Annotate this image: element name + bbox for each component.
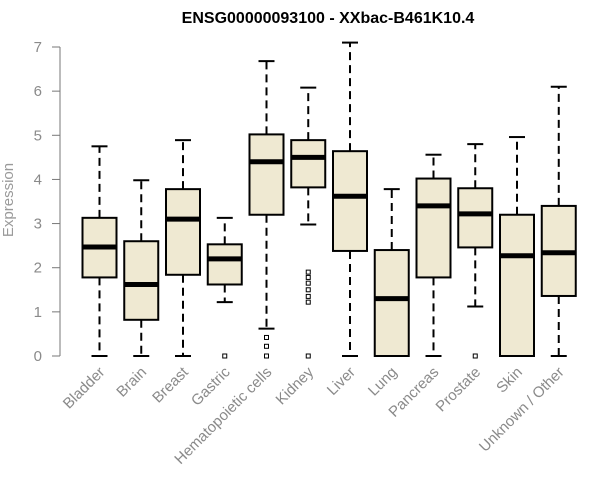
x-tick-label: Liver [324, 364, 359, 399]
y-axis-label: Expression [0, 163, 17, 237]
box-iqr [332, 150, 368, 252]
outlier-point [264, 334, 269, 340]
box-iqr [290, 139, 327, 189]
outlier-point [222, 353, 228, 359]
box-brain [123, 179, 160, 357]
box-pancreas [415, 153, 452, 357]
box-bladder [81, 145, 118, 357]
outlier-point [305, 353, 311, 359]
outlier-point [305, 293, 311, 299]
chart-title: ENSG00000093100 - XXbac-B461K10.4 [182, 10, 475, 27]
x-tick-label: Kidney [273, 363, 318, 408]
y-tick-label: 3 [34, 216, 42, 233]
box-liver [332, 41, 368, 357]
box-group [81, 41, 577, 359]
y-axis: 0 1 2 3 4 5 6 7 [34, 39, 61, 365]
outlier-point [305, 280, 311, 286]
y-tick-label: 5 [34, 127, 42, 144]
box-iqr [123, 240, 160, 321]
x-tick-label: Lung [365, 364, 401, 400]
outlier-point [305, 287, 311, 293]
outlier-point [305, 299, 311, 305]
box-kidney [290, 86, 327, 359]
box-unknown-other [540, 85, 577, 357]
box-iqr [373, 249, 410, 357]
box-lung [373, 188, 410, 357]
box-iqr [457, 187, 494, 249]
outlier-point [305, 274, 311, 280]
y-tick-label: 7 [34, 39, 42, 56]
y-tick-label: 4 [34, 171, 42, 188]
outlier-point [264, 343, 269, 349]
box-iqr [499, 213, 535, 357]
x-tick-label: Bladder [60, 364, 109, 413]
box-breast [165, 139, 201, 357]
box-prostate [457, 143, 494, 359]
y-tick-label: 1 [34, 304, 42, 321]
outlier-point [264, 353, 269, 359]
x-tick-label: Breast [149, 363, 192, 406]
box-iqr [206, 243, 243, 286]
box-iqr [165, 188, 201, 276]
outlier-point [472, 353, 478, 359]
y-tick-label: 6 [34, 83, 42, 100]
outlier-point [305, 269, 311, 275]
y-tick-label: 0 [34, 348, 42, 365]
box-iqr [415, 177, 452, 279]
x-tick-label: Skin [493, 364, 526, 397]
x-tick-label: Brain [113, 364, 150, 401]
box-skin [499, 136, 535, 357]
box-iqr [248, 133, 285, 216]
x-tick-label: Prostate [433, 364, 485, 416]
y-tick-label: 2 [34, 260, 42, 277]
box-gastric [206, 216, 243, 359]
box-hematopoietic-cells [248, 60, 285, 359]
